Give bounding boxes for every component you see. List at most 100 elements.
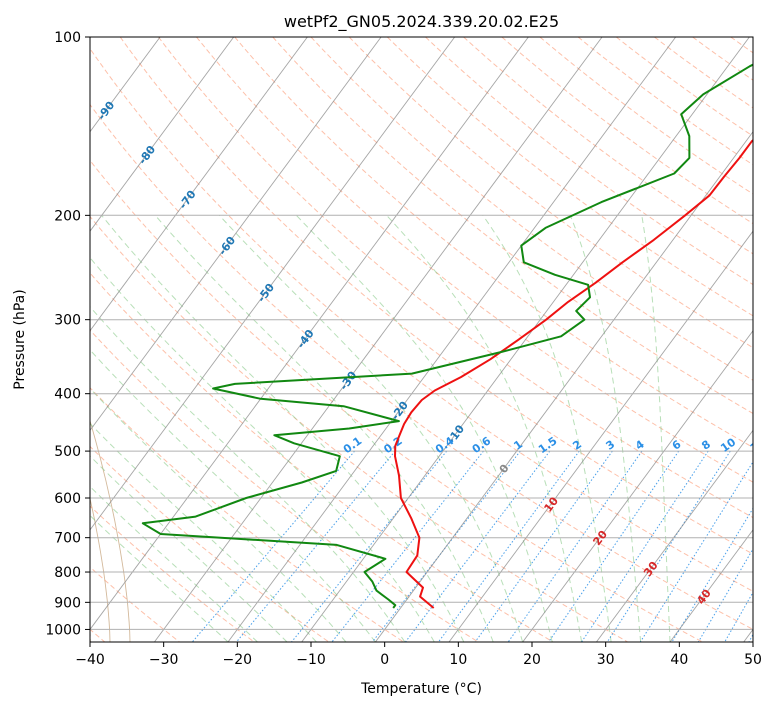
x-tick-label: −40	[75, 652, 105, 668]
x-axis: −40 −30 −20 −10 0 10 20 30 40 50	[75, 642, 762, 668]
plot-area: -100-90-80-70-60-50-40-30-20-10010203040…	[0, 37, 775, 642]
mixing-ratio-label: 8	[699, 438, 713, 453]
pressure-gridlines	[90, 37, 753, 630]
isotherm-line	[154, 37, 603, 642]
x-tick-label: −20	[223, 652, 253, 668]
y-tick-label: 500	[54, 444, 81, 460]
y-tick-label: 200	[54, 208, 81, 224]
background-curve	[90, 419, 131, 642]
isotherm-label: -100	[52, 51, 79, 81]
moist-adiabat	[90, 514, 229, 642]
skewed-isotherms	[0, 37, 753, 642]
dry-adiabat	[90, 272, 554, 642]
moist-adiabat	[641, 215, 671, 642]
isotherm-label: -70	[176, 188, 198, 212]
isotherm-line	[301, 37, 750, 642]
x-tick-label: 40	[670, 652, 688, 668]
x-tick-label: 20	[523, 652, 541, 668]
y-tick-label: 1000	[45, 622, 81, 638]
mixing-ratio-line	[606, 450, 731, 642]
isotherm-line	[90, 37, 529, 631]
mixing-ratio-line	[437, 450, 580, 642]
y-axis: 100 200 300 400 500 600 700 800 900 1000	[45, 30, 90, 638]
isotherm-label: -60	[216, 234, 238, 258]
mixing-ratio-line	[291, 450, 448, 642]
x-tick-label: 30	[597, 652, 615, 668]
isotherm-line	[90, 37, 308, 332]
isotherm-line	[90, 37, 235, 232]
isotherm-line	[448, 230, 753, 642]
dewpoint-profile	[141, 63, 753, 609]
isotherm-label: 40	[694, 587, 714, 607]
dry-adiabat	[234, 37, 753, 448]
sounding-profiles	[141, 63, 753, 609]
dry-adiabat	[692, 37, 753, 81]
moist-adiabat	[90, 306, 406, 642]
moist-adiabats	[90, 214, 671, 642]
background-curves	[90, 419, 131, 642]
mixing-ratio-label: 1.5	[536, 434, 559, 456]
y-tick-label: 800	[54, 565, 81, 581]
dry-adiabat	[90, 47, 753, 592]
moist-adiabat	[295, 214, 553, 642]
y-axis-label: Pressure (hPa)	[12, 289, 28, 389]
y-tick-label: 900	[54, 595, 81, 611]
isotherm-line	[596, 429, 753, 642]
dry-adiabat	[539, 37, 753, 195]
mixing-ratio-label: 4	[633, 438, 647, 453]
dry-adiabat	[425, 37, 753, 286]
plot-frame	[89, 36, 754, 643]
moist-adiabat	[482, 215, 612, 642]
moist-adiabat	[154, 214, 494, 642]
isotherm-label: -30	[337, 369, 359, 393]
mixing-ratio-label: 2	[570, 438, 584, 453]
moist-adiabat	[90, 485, 258, 642]
moist-adiabat	[101, 214, 465, 642]
dry-adiabat	[90, 159, 703, 642]
dry-adiabat	[90, 103, 753, 630]
mixing-ratio-line	[236, 450, 396, 642]
background-curve	[90, 496, 111, 642]
x-tick-label: −10	[296, 652, 326, 668]
y-tick-label: 600	[54, 491, 81, 507]
isotherm-line	[227, 37, 677, 642]
moist-adiabat	[90, 349, 376, 642]
isotherm-line	[0, 37, 13, 642]
moist-adiabat	[386, 214, 583, 642]
dry-adiabat	[769, 37, 775, 642]
temperature-profile	[394, 139, 753, 609]
moist-adiabat	[569, 215, 642, 642]
mixing-ratio-lines	[191, 450, 753, 642]
y-tick-label: 100	[54, 30, 81, 46]
mixing-ratio-label: 1	[511, 438, 525, 453]
mixing-ratio-line	[507, 450, 643, 642]
x-tick-label: 0	[380, 652, 389, 668]
isotherm-line	[90, 37, 456, 531]
mixing-ratio-line	[548, 450, 680, 642]
mixing-ratio-line	[331, 450, 484, 642]
mixing-ratio-label: 13	[748, 436, 768, 455]
isotherm-label: 10	[542, 494, 562, 514]
mixing-ratio-line	[724, 591, 753, 642]
dry-adiabat	[501, 37, 753, 225]
isotherm-label: 0	[497, 462, 512, 476]
mixing-ratio-label: 10	[718, 435, 738, 455]
isotherm-label: -40	[294, 327, 316, 351]
isotherm-label: 20	[591, 528, 611, 548]
moist-adiabat	[90, 422, 317, 642]
isotherm-line	[669, 529, 753, 642]
dry-adiabat	[90, 329, 479, 642]
moist-adiabat	[90, 256, 435, 642]
isotherm-label: -90	[95, 99, 117, 123]
dry-adiabat	[158, 37, 753, 519]
dry-adiabat	[348, 37, 753, 349]
x-tick-label: 10	[449, 652, 467, 668]
y-tick-label: 700	[54, 531, 81, 547]
dry-adiabat	[272, 37, 753, 415]
moist-adiabat	[90, 455, 288, 642]
dry-adiabat	[90, 445, 330, 642]
dry-adiabat	[90, 215, 628, 642]
isotherm-line	[90, 37, 382, 432]
isotherm-label: -50	[255, 281, 277, 305]
mixing-ratio-label: 0.6	[470, 434, 494, 456]
